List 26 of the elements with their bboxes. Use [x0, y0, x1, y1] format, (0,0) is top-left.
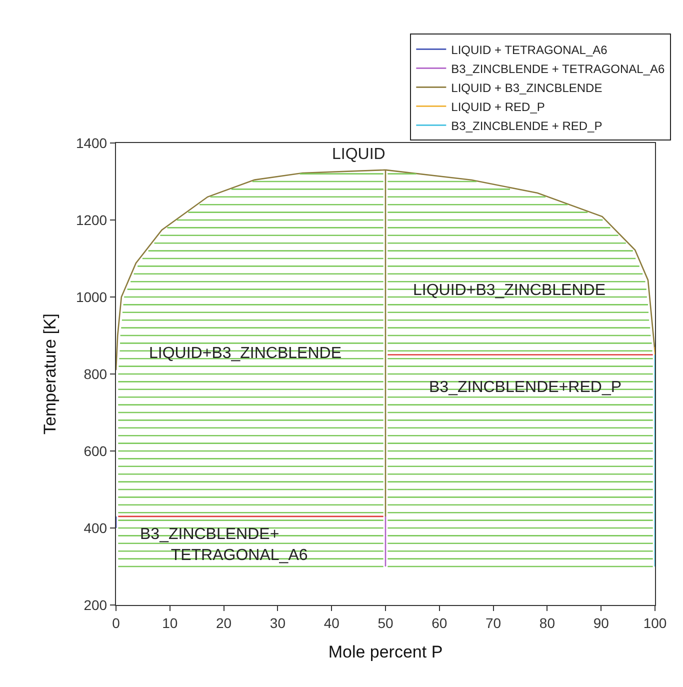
y-tick-label: 400: [84, 520, 108, 536]
x-tick-label: 20: [216, 614, 232, 631]
y-tick-label: 1200: [76, 212, 108, 228]
x-axis-title: Mole percent P: [328, 642, 443, 662]
legend-label: LIQUID + RED_P: [451, 100, 545, 114]
y-tick-label: 200: [84, 596, 108, 613]
x-tick-label: 30: [270, 614, 286, 631]
x-tick-label: 50: [378, 614, 394, 631]
legend-label: B3_ZINCBLENDE + TETRAGONAL_A6: [451, 62, 666, 76]
x-tick-label: 60: [432, 614, 448, 631]
x-tick-label: 0: [112, 614, 120, 631]
x-tick-label: 90: [593, 614, 610, 631]
x-tick-label: 100: [643, 614, 667, 631]
annotation: LIQUID: [332, 146, 386, 163]
legend-label: B3_ZINCBLENDE + RED_P: [451, 118, 602, 133]
x-tick-label: 70: [486, 614, 502, 631]
y-axis-title: Temperature [K]: [40, 314, 60, 434]
y-tick-label: 1400: [76, 134, 108, 151]
x-tick-label: 40: [324, 614, 340, 631]
y-tick-label: 800: [84, 366, 108, 382]
legend-label: LIQUID + TETRAGONAL_A6: [451, 42, 608, 57]
y-tick-label: 600: [84, 442, 108, 459]
legend-label: LIQUID + B3_ZINCBLENDE: [451, 80, 602, 95]
y-tick-label: 1000: [76, 288, 108, 305]
x-tick-label: 10: [162, 614, 178, 631]
x-tick-label: 80: [539, 614, 556, 631]
